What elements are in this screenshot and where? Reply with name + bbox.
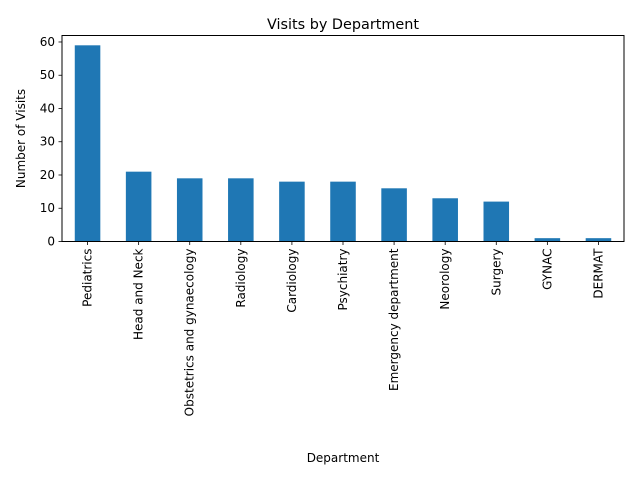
bar-gynac (534, 238, 561, 242)
x-tick-label: Obstetrics and gynaecology (183, 249, 197, 417)
y-tick-label: 40 (40, 101, 55, 115)
x-tick-label: DERMAT (591, 248, 605, 299)
x-tick-label: Radiology (234, 249, 248, 308)
bar-obstetrics-and-gynaecology (176, 178, 203, 242)
x-tick-label: Pediatrics (81, 249, 95, 307)
x-tick-label: GYNAC (540, 249, 554, 290)
x-axis-label: Department (307, 451, 380, 465)
bar-pediatrics (74, 45, 101, 242)
x-tick-label: Head and Neck (132, 248, 146, 340)
y-tick-label: 20 (40, 168, 55, 182)
y-axis: 0 10 20 30 40 50 60 (40, 35, 62, 249)
bars-layer (74, 45, 612, 242)
y-tick-label: 50 (40, 68, 55, 82)
bar-dermat (585, 238, 612, 242)
plot-frame (61, 35, 625, 242)
y-tick-label: 60 (40, 35, 55, 49)
bar-emergency-department (381, 188, 407, 242)
y-tick-label: 10 (40, 201, 55, 215)
x-tick-label: Neorology (438, 249, 452, 310)
chart-title: Visits by Department (267, 17, 419, 33)
x-tick-label: Psychiatry (336, 249, 350, 311)
x-tick-label: Cardiology (285, 249, 299, 313)
bar-head-and-neck (125, 171, 152, 242)
x-tick-label: Emergency department (387, 248, 401, 391)
bar-cardiology (279, 181, 305, 242)
y-axis-label: Number of Visits (14, 89, 28, 188)
x-tick-label: Surgery (489, 249, 503, 296)
y-tick-label: 30 (40, 135, 55, 149)
bar-radiology (228, 178, 254, 242)
y-tick-label: 0 (47, 235, 55, 249)
bar-neorology (432, 198, 458, 242)
bar-surgery (483, 201, 510, 242)
bar-psychiatry (330, 181, 356, 242)
x-axis: Pediatrics Head and Neck Obstetrics and gy… (81, 241, 605, 417)
